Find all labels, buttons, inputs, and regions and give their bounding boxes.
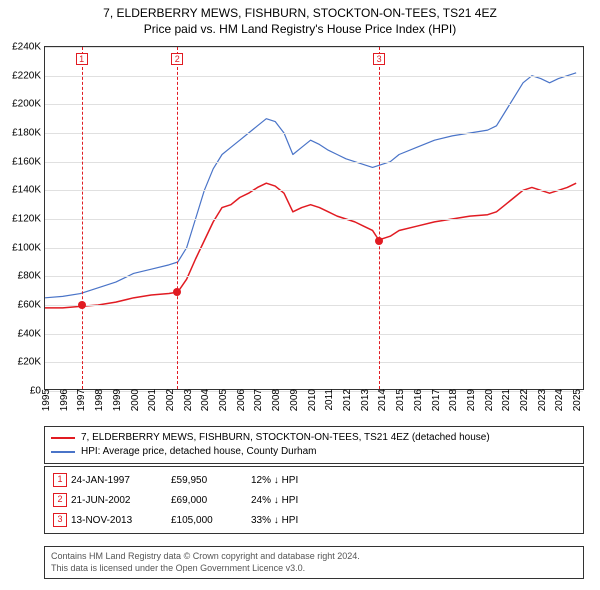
legend-swatch-property (51, 437, 75, 439)
x-tick-label: 2017 (431, 389, 442, 411)
y-tick-label: £100K (12, 242, 45, 253)
legend-item-property: 7, ELDERBERRY MEWS, FISHBURN, STOCKTON-O… (51, 431, 577, 445)
y-tick-label: £60K (18, 300, 45, 311)
sale-marker-dot (375, 237, 383, 245)
x-tick-label: 2016 (413, 389, 424, 411)
sale-marker-box: 1 (76, 53, 88, 65)
gridline-h (45, 305, 583, 306)
x-tick-label: 2025 (572, 389, 583, 411)
gridline-h (45, 276, 583, 277)
x-tick-label: 2010 (307, 389, 318, 411)
x-tick-label: 2007 (253, 389, 264, 411)
x-tick-label: 2021 (501, 389, 512, 411)
x-tick-label: 2023 (537, 389, 548, 411)
footer-box: Contains HM Land Registry data © Crown c… (44, 546, 584, 579)
legend-label-property: 7, ELDERBERRY MEWS, FISHBURN, STOCKTON-O… (81, 431, 490, 445)
sales-row-num: 2 (53, 493, 67, 507)
sale-marker-dot (173, 288, 181, 296)
sales-row-num: 1 (53, 473, 67, 487)
legend-label-hpi: HPI: Average price, detached house, Coun… (81, 445, 317, 459)
legend-box: 7, ELDERBERRY MEWS, FISHBURN, STOCKTON-O… (44, 426, 584, 464)
x-tick-label: 2011 (324, 389, 335, 411)
sales-row-date: 13-NOV-2013 (71, 515, 171, 526)
x-tick-label: 2002 (165, 389, 176, 411)
x-tick-label: 2003 (183, 389, 194, 411)
footer-line-2: This data is licensed under the Open Gov… (51, 563, 577, 575)
gridline-h (45, 190, 583, 191)
x-tick-label: 2006 (236, 389, 247, 411)
sale-marker-dot (78, 301, 86, 309)
gridline-h (45, 76, 583, 77)
y-tick-label: £240K (12, 42, 45, 53)
x-tick-label: 2001 (147, 389, 158, 411)
line-property (45, 183, 576, 308)
sales-row-price: £105,000 (171, 515, 251, 526)
x-tick-label: 1997 (76, 389, 87, 411)
legend-swatch-hpi (51, 451, 75, 453)
x-tick-label: 2008 (271, 389, 282, 411)
gridline-h (45, 47, 583, 48)
x-tick-label: 2004 (200, 389, 211, 411)
gridline-h (45, 219, 583, 220)
y-tick-label: £180K (12, 128, 45, 139)
y-tick-label: £160K (12, 156, 45, 167)
x-tick-label: 1999 (112, 389, 123, 411)
x-tick-label: 2005 (218, 389, 229, 411)
x-tick-label: 1996 (59, 389, 70, 411)
chart-title: 7, ELDERBERRY MEWS, FISHBURN, STOCKTON-O… (0, 0, 600, 22)
x-tick-label: 2024 (554, 389, 565, 411)
x-tick-label: 1998 (94, 389, 105, 411)
x-tick-label: 2015 (395, 389, 406, 411)
gridline-h (45, 133, 583, 134)
legend-item-hpi: HPI: Average price, detached house, Coun… (51, 445, 577, 459)
x-tick-label: 2013 (360, 389, 371, 411)
y-tick-label: £140K (12, 185, 45, 196)
sales-row-price: £69,000 (171, 495, 251, 506)
x-tick-label: 2019 (466, 389, 477, 411)
line-hpi (45, 73, 576, 298)
gridline-h (45, 248, 583, 249)
y-tick-label: £20K (18, 357, 45, 368)
gridline-h (45, 334, 583, 335)
gridline-h (45, 104, 583, 105)
gridline-h (45, 362, 583, 363)
sale-marker-vline (82, 47, 83, 389)
sale-marker-box: 2 (171, 53, 183, 65)
x-tick-label: 2012 (342, 389, 353, 411)
plot-area: £0£20K£40K£60K£80K£100K£120K£140K£160K£1… (44, 46, 584, 390)
y-tick-label: £40K (18, 328, 45, 339)
x-tick-label: 2020 (484, 389, 495, 411)
sales-row-diff: 12% ↓ HPI (251, 475, 331, 486)
chart-subtitle: Price paid vs. HM Land Registry's House … (0, 22, 600, 42)
chart-container: 7, ELDERBERRY MEWS, FISHBURN, STOCKTON-O… (0, 0, 600, 590)
y-tick-label: £80K (18, 271, 45, 282)
sales-row-num: 3 (53, 513, 67, 527)
gridline-h (45, 162, 583, 163)
y-tick-label: £120K (12, 214, 45, 225)
x-tick-label: 2009 (289, 389, 300, 411)
x-tick-label: 2022 (519, 389, 530, 411)
sales-row-diff: 24% ↓ HPI (251, 495, 331, 506)
x-tick-label: 2000 (130, 389, 141, 411)
x-tick-label: 2018 (448, 389, 459, 411)
sale-marker-box: 3 (373, 53, 385, 65)
y-tick-label: £220K (12, 70, 45, 81)
sales-row-date: 21-JUN-2002 (71, 495, 171, 506)
sale-marker-vline (379, 47, 380, 389)
sales-row-diff: 33% ↓ HPI (251, 515, 331, 526)
footer-line-1: Contains HM Land Registry data © Crown c… (51, 551, 577, 563)
x-tick-label: 2014 (377, 389, 388, 411)
sale-marker-vline (177, 47, 178, 389)
sales-row-date: 24-JAN-1997 (71, 475, 171, 486)
sales-row-price: £59,950 (171, 475, 251, 486)
y-tick-label: £200K (12, 99, 45, 110)
x-tick-label: 1995 (41, 389, 52, 411)
sales-table: 1 24-JAN-1997£59,95012% ↓ HPI 2 21-JUN-2002… (44, 466, 584, 534)
